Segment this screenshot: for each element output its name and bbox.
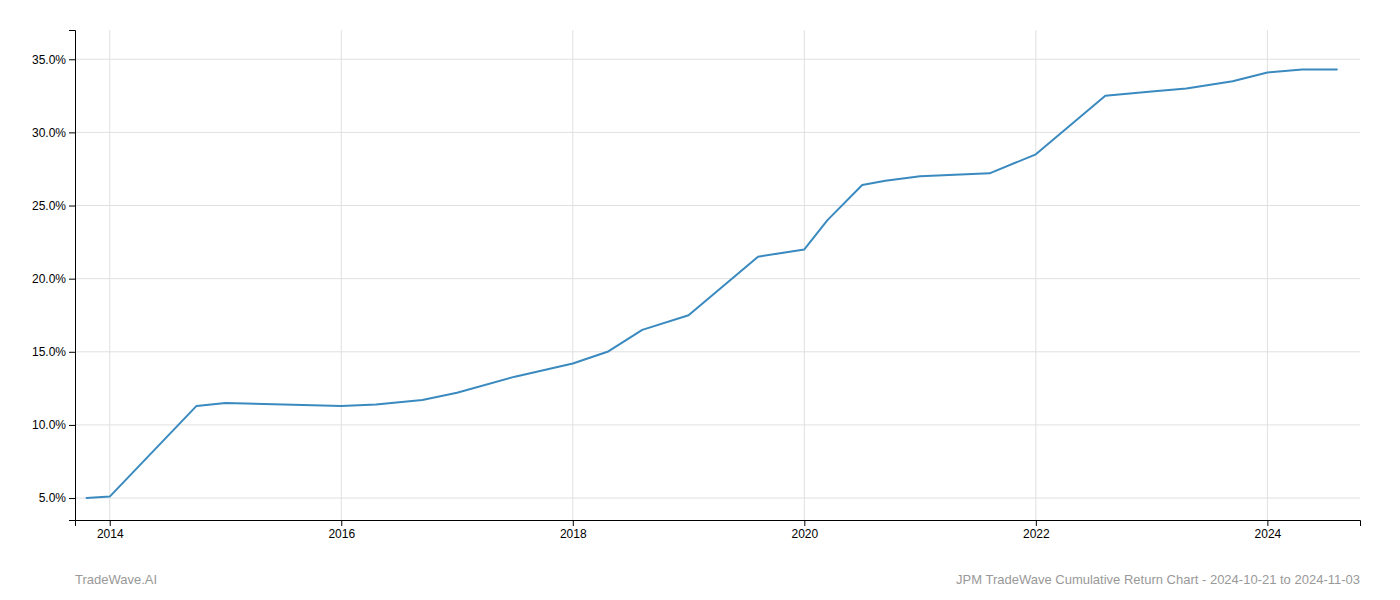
y-axis-line (69, 31, 76, 521)
grid-line-y (75, 278, 1360, 279)
y-tick: 15.0% (32, 345, 75, 359)
grid-line-x (109, 30, 110, 520)
x-tick-mark (804, 520, 805, 526)
x-tick-mark (110, 520, 111, 526)
x-tick: 2014 (97, 520, 124, 541)
grid-line-x (1267, 30, 1268, 520)
y-tick-label: 15.0% (32, 345, 66, 359)
y-tick-label: 30.0% (32, 126, 66, 140)
y-tick-label: 10.0% (32, 418, 66, 432)
y-tick: 25.0% (32, 199, 75, 213)
grid-line-y (75, 205, 1360, 206)
y-tick-label: 20.0% (32, 272, 66, 286)
x-tick-mark (1036, 520, 1037, 526)
y-tick-mark (69, 425, 75, 426)
y-tick-mark (69, 206, 75, 207)
footer-left: TradeWave.AI (75, 572, 157, 587)
y-tick: 10.0% (32, 418, 75, 432)
y-tick: 35.0% (32, 53, 75, 67)
grid-line-x (1035, 30, 1036, 520)
grid-line-y (75, 424, 1360, 425)
x-tick: 2022 (1023, 520, 1050, 541)
grid-line-x (572, 30, 573, 520)
grid-line-y (75, 351, 1360, 352)
x-tick-label: 2018 (560, 527, 587, 541)
x-tick-mark (573, 520, 574, 526)
y-tick: 5.0% (39, 491, 75, 505)
x-tick-label: 2014 (97, 527, 124, 541)
x-tick: 2024 (1255, 520, 1282, 541)
y-tick-label: 35.0% (32, 53, 66, 67)
grid-line-x (804, 30, 805, 520)
x-tick-label: 2020 (791, 527, 818, 541)
y-tick-mark (69, 352, 75, 353)
grid-line-y (75, 498, 1360, 499)
x-tick-label: 2016 (328, 527, 355, 541)
chart: 2014 2016 2018 2020 2022 2024 5.0% 10.0% 15.0% 20… (0, 0, 1400, 600)
grid-line-y (75, 59, 1360, 60)
plot-area: 2014 2016 2018 2020 2022 2024 5.0% 10.0% 15.0% 20… (32, 30, 1361, 541)
x-tick-mark (1267, 520, 1268, 526)
y-axis: 5.0% 10.0% 15.0% 20.0% 25.0% 30.0% 35.0% (32, 31, 76, 521)
y-tick-label: 25.0% (32, 199, 66, 213)
grid-line-x (341, 30, 342, 520)
y-tick-mark (69, 498, 75, 499)
x-tick-label: 2024 (1255, 527, 1282, 541)
x-axis: 2014 2016 2018 2020 2022 2024 (76, 520, 1361, 541)
x-tick: 2016 (328, 520, 355, 541)
y-tick-mark (69, 59, 75, 60)
y-tick: 20.0% (32, 272, 75, 286)
y-tick-mark (69, 132, 75, 133)
line (87, 69, 1337, 498)
x-tick: 2018 (560, 520, 587, 541)
grid-line-y (75, 132, 1360, 133)
y-tick-mark (69, 279, 75, 280)
x-tick-label: 2022 (1023, 527, 1050, 541)
x-tick: 2020 (791, 520, 818, 541)
y-tick: 30.0% (32, 126, 75, 140)
y-tick-label: 5.0% (39, 491, 67, 505)
x-axis-line (76, 521, 1361, 527)
footer-right: JPM TradeWave Cumulative Return Chart - … (956, 572, 1360, 587)
marks (87, 69, 1337, 498)
x-tick-mark (341, 520, 342, 526)
grid (75, 30, 1360, 520)
